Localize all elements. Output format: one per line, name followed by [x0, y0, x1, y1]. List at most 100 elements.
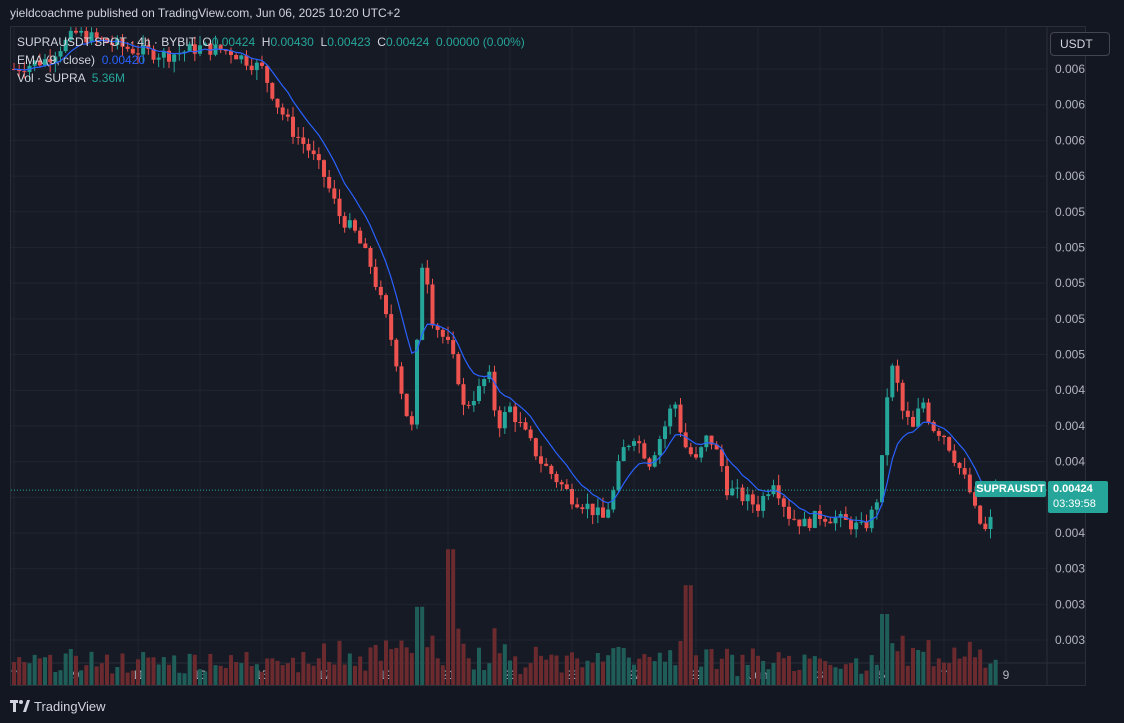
volume-bar — [657, 652, 662, 685]
volume-bar — [766, 669, 771, 685]
volume-bar — [27, 663, 32, 685]
volume-bar — [570, 652, 574, 685]
candle-body — [461, 384, 466, 405]
volume-value: 5.36M — [91, 71, 126, 85]
tradingview-logo-icon — [10, 700, 30, 712]
y-tick-label: 0.00480 — [1055, 383, 1086, 397]
candle-body — [285, 114, 290, 117]
volume-bar — [559, 672, 564, 685]
y-tick-label: 0.00440 — [1055, 455, 1086, 469]
candle-body — [451, 340, 456, 355]
volume-bar — [931, 666, 936, 685]
candle-body — [280, 107, 285, 115]
candle-body — [172, 54, 177, 62]
currency-button[interactable]: USDT — [1050, 32, 1110, 56]
candle-body — [141, 45, 146, 55]
footer-brand[interactable]: TradingView — [10, 697, 106, 715]
volume-bar — [384, 640, 388, 685]
volume-bar — [120, 653, 125, 685]
candle-body — [275, 98, 280, 108]
candle-body — [632, 441, 636, 446]
volume-bar — [699, 666, 704, 685]
volume-bar — [182, 673, 187, 685]
close-value: 0.00424 — [385, 35, 430, 49]
candle-body — [167, 50, 171, 62]
volume-bar — [849, 663, 853, 685]
candle-body — [265, 65, 270, 83]
volume-bar — [368, 647, 373, 685]
volume-bar — [291, 657, 295, 685]
candle-body — [198, 45, 202, 54]
candle-body — [347, 220, 352, 228]
candle-body — [430, 284, 435, 326]
y-tick-label: 0.00580 — [1055, 205, 1086, 219]
volume-bar — [787, 655, 791, 685]
volume-bar — [32, 654, 37, 685]
volume-bar — [549, 654, 554, 685]
volume-bar — [807, 658, 812, 685]
candle-body — [585, 503, 590, 510]
candle-body — [683, 432, 688, 448]
candle-body — [518, 422, 523, 424]
volume-bar — [508, 660, 512, 685]
volume-bar — [528, 663, 533, 685]
price-chart[interactable]: 0.00660 0.00640 0.00620 0.00600 0.00580 0.005… — [11, 27, 1086, 686]
volume-bar — [378, 660, 383, 685]
candle-body — [415, 339, 419, 425]
candle-body — [223, 50, 228, 52]
volume-bar — [864, 670, 869, 685]
volume-bar — [218, 665, 223, 685]
candle-body — [905, 410, 910, 417]
volume-bar — [771, 662, 776, 685]
candle-body — [766, 494, 771, 496]
volume-bar — [921, 651, 926, 685]
candle-body — [854, 522, 859, 530]
volume-bar — [502, 644, 507, 685]
candle-body — [218, 44, 223, 51]
volume-bar — [223, 668, 228, 685]
candle-body — [874, 502, 879, 510]
volume-bar — [265, 658, 270, 685]
candle-body — [79, 30, 84, 33]
volume-bar — [167, 664, 171, 685]
y-tick-label: 0.00560 — [1055, 240, 1086, 254]
candle-body — [182, 51, 187, 53]
candle-body — [544, 463, 549, 466]
candle-body — [688, 447, 693, 455]
y-tick-label: 0.00400 — [1055, 526, 1086, 540]
volume-bar — [952, 647, 957, 685]
candle-body — [74, 30, 78, 33]
symbol-label[interactable]: SUPRAUSDT SPOT · 4h · BYBIT — [17, 35, 196, 49]
candle-body — [595, 507, 600, 516]
candle-body — [657, 439, 662, 456]
volume-bar — [254, 664, 259, 685]
volume-bar — [471, 669, 476, 685]
candle-body — [239, 55, 244, 60]
volume-bar — [280, 665, 285, 685]
candle-body — [342, 216, 347, 228]
volume-bar — [663, 661, 667, 685]
candle-body — [957, 462, 962, 469]
y-tick-label: 0.00340 — [1055, 633, 1086, 647]
ema-label[interactable]: EMA (9, close) — [17, 53, 96, 67]
volume-bar — [332, 664, 337, 685]
symbol-price-tag: SUPRAUSDT — [975, 481, 1046, 497]
volume-label[interactable]: Vol · SUPRA — [17, 71, 86, 85]
volume-bar — [146, 657, 151, 685]
change-value: 0.00000 (0.00%) — [436, 35, 525, 49]
candle-body — [787, 506, 791, 519]
candle-body — [626, 445, 631, 448]
chart-frame[interactable]: SUPRAUSDT SPOT · 4h · BYBIT O0.00424 H0.… — [10, 26, 1086, 686]
candle-body — [477, 386, 481, 401]
candle-body — [647, 458, 652, 467]
volume-bar — [234, 662, 239, 685]
volume-bar — [523, 667, 528, 685]
volume-bar — [606, 655, 611, 685]
volume-bar — [823, 661, 828, 685]
candle-body — [270, 82, 275, 99]
volume-bar — [518, 674, 523, 685]
candle-body — [306, 143, 311, 151]
volume-bar — [611, 648, 616, 685]
candle-body — [570, 489, 574, 505]
volume-bar — [363, 670, 368, 685]
